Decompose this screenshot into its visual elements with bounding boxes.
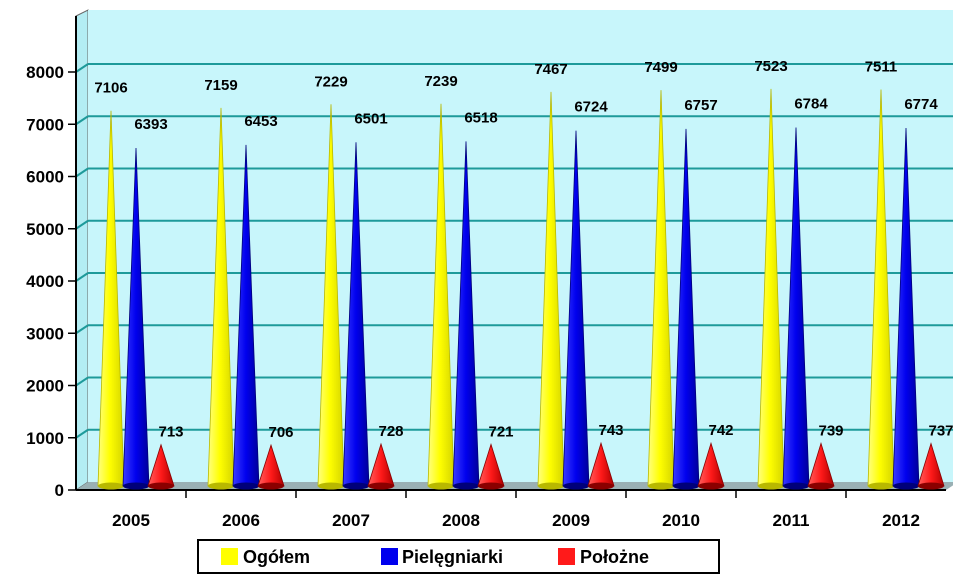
- data-label: 6724: [574, 99, 608, 116]
- cone-base: [208, 482, 234, 490]
- y-tick-label: 2000: [26, 377, 64, 396]
- gridline-side: [75, 115, 89, 126]
- legend-label-ogolem: Ogółem: [243, 547, 310, 567]
- axes: 0 1000 2000 3000 4000 5000 6000 7000 8000 2005 200…: [26, 16, 946, 530]
- x-tick-label: 2008: [442, 511, 480, 530]
- gridline-side: [75, 324, 89, 335]
- cone-base: [258, 482, 284, 490]
- x-tick-label: 2006: [222, 511, 260, 530]
- x-tick-label: 2011: [773, 511, 810, 530]
- data-label: 739: [818, 422, 843, 439]
- data-label: 7229: [314, 73, 347, 90]
- cone-base: [453, 482, 479, 490]
- gridline-side: [75, 219, 89, 230]
- x-tick-label: 2005: [112, 511, 150, 530]
- cone-base: [698, 482, 724, 490]
- legend-label-pielegniarki: Pielęgniarki: [402, 547, 503, 567]
- data-label: 737: [928, 422, 953, 439]
- plot-wall-side: [75, 9, 89, 491]
- x-tick-label: 2012: [882, 511, 920, 530]
- data-label: 706: [268, 424, 293, 441]
- cone-base: [343, 482, 369, 490]
- y-tick-label: 7000: [26, 115, 64, 134]
- data-label: 6757: [684, 97, 717, 114]
- cone-base: [893, 482, 919, 490]
- cone-base: [233, 482, 259, 490]
- plot-background: [88, 10, 953, 482]
- blue-square-icon: [381, 548, 398, 565]
- data-label: 7239: [424, 73, 457, 90]
- data-label: 6774: [904, 96, 938, 113]
- data-label: 6501: [354, 110, 387, 127]
- cone-base: [538, 482, 564, 490]
- cone-base: [123, 482, 149, 490]
- y-tick-label: 4000: [26, 272, 64, 291]
- y-tick-label: 8000: [26, 63, 64, 82]
- x-tick-label: 2007: [332, 511, 370, 530]
- cone-base: [783, 482, 809, 490]
- data-cones: [97, 88, 945, 490]
- data-label: 7467: [534, 61, 567, 78]
- cone-base: [428, 482, 454, 490]
- gridline-side: [75, 167, 89, 178]
- cone-base: [563, 482, 589, 490]
- gridline-side: [75, 272, 89, 282]
- data-label: 721: [488, 423, 513, 440]
- cone-base: [98, 482, 124, 490]
- legend: Ogółem Pielęgniarki Położne: [197, 539, 720, 574]
- gridline-side: [75, 63, 89, 73]
- legend-label-polozne: Położne: [580, 547, 649, 567]
- data-label: 742: [708, 422, 733, 439]
- data-label: 743: [598, 422, 623, 439]
- y-tick-label: 1000: [26, 429, 64, 448]
- data-label: 6393: [134, 116, 167, 133]
- cone-base: [368, 482, 394, 490]
- cone-base: [478, 482, 504, 490]
- data-label: 6518: [464, 109, 497, 126]
- data-label: 7499: [644, 59, 677, 76]
- data-label: 7511: [865, 59, 898, 76]
- cone-base: [318, 482, 344, 490]
- cone-base: [673, 482, 699, 490]
- cone-base: [588, 482, 614, 490]
- yellow-square-icon: [221, 548, 238, 565]
- cone-base: [918, 482, 944, 490]
- gridline-side: [75, 376, 89, 387]
- gridlines: [75, 63, 953, 439]
- data-label: 7106: [94, 80, 127, 97]
- cone-base: [648, 482, 674, 490]
- cone-base: [808, 482, 834, 490]
- data-label: 728: [378, 423, 403, 440]
- cone-base: [868, 482, 894, 490]
- data-label: 7523: [754, 58, 787, 75]
- data-labels: 7106 6393 713 7159 6453 706 7229 6501 728 7239 651…: [94, 58, 953, 441]
- cone-base: [758, 482, 784, 490]
- data-label: 7159: [204, 77, 237, 94]
- plot-floor: [76, 482, 953, 490]
- y-tick-label: 3000: [26, 324, 64, 343]
- cone-base: [148, 482, 174, 490]
- data-label: 6453: [244, 113, 277, 130]
- legend-box: [197, 539, 720, 574]
- gridline-side: [75, 428, 89, 439]
- data-label: 6784: [794, 96, 828, 113]
- x-tick-label: 2009: [552, 511, 590, 530]
- x-tick-label: 2010: [662, 511, 700, 530]
- y-tick-label: 6000: [26, 168, 64, 187]
- y-tick-label: 0: [55, 481, 64, 500]
- data-label: 713: [158, 424, 183, 441]
- red-square-icon: [558, 548, 575, 565]
- y-tick-label: 5000: [26, 220, 64, 239]
